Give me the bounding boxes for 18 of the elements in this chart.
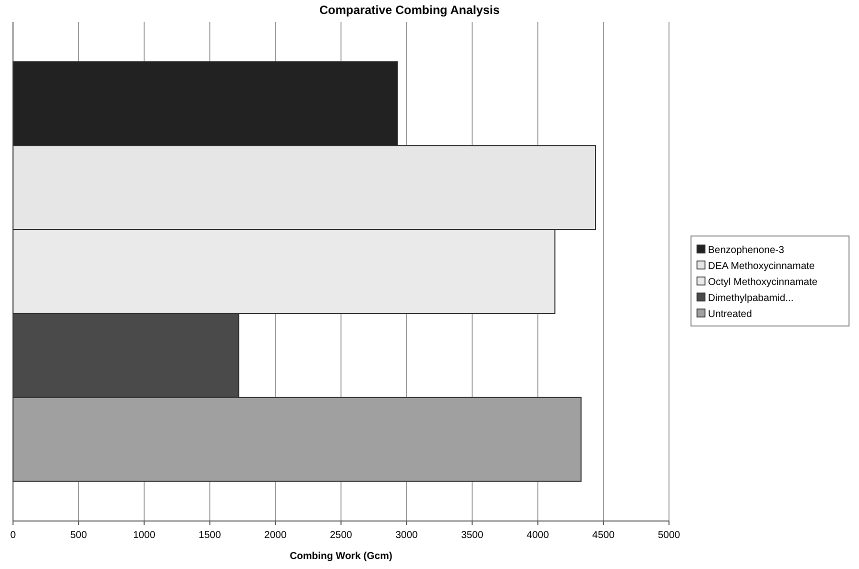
legend-label: Octyl Methoxycinnamate [708, 277, 818, 288]
x-tick-label: 0 [10, 530, 16, 541]
chart-title: Comparative Combing Analysis [319, 3, 500, 17]
x-tick-label: 5000 [658, 530, 681, 541]
x-axis-title: Combing Work (Gcm) [290, 551, 392, 562]
legend-label: Benzophenone-3 [708, 245, 785, 256]
x-tick-label: 1500 [198, 530, 222, 541]
legend-label: DEA Methoxycinnamate [708, 261, 816, 272]
x-tick-label: 3500 [461, 530, 484, 541]
x-tick-label: 4000 [526, 530, 550, 541]
x-tick-label: 4500 [592, 530, 615, 541]
x-tick-label: 2000 [264, 530, 287, 541]
x-tick-label: 1000 [133, 530, 156, 541]
x-tick-label: 3000 [395, 530, 418, 541]
x-tick-label: 2500 [330, 530, 353, 541]
legend-label: Dimethylpabamid... [708, 293, 794, 304]
x-tick-label: 500 [70, 530, 88, 541]
legend-label: Untreated [708, 309, 752, 320]
